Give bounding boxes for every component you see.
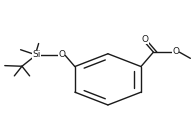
Text: O: O (58, 50, 65, 59)
Text: Si: Si (32, 50, 41, 59)
Text: O: O (142, 35, 149, 44)
Text: O: O (172, 47, 180, 56)
